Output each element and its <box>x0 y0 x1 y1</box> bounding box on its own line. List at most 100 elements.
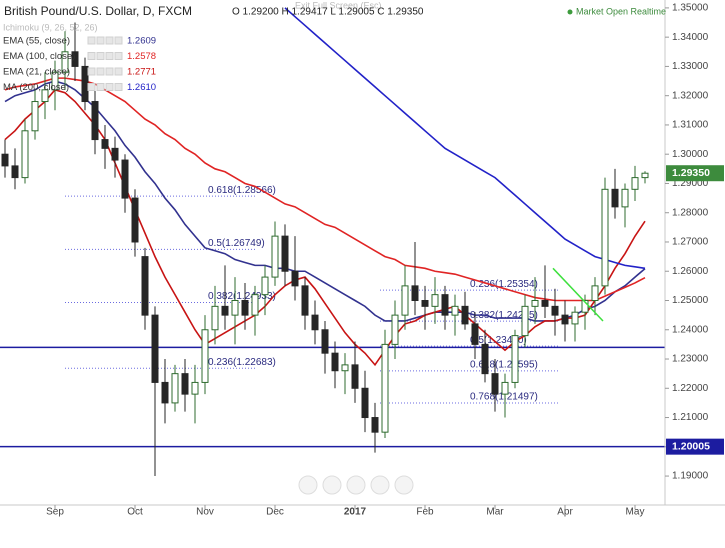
candle-body <box>61 51 69 73</box>
y-tick-label: 1.25000 <box>672 295 709 306</box>
candle-body <box>481 343 489 375</box>
y-tick-label: 1.34000 <box>672 32 709 43</box>
candle-body <box>441 294 449 316</box>
y-tick-label: 1.35000 <box>672 3 709 14</box>
candle-body <box>461 305 469 325</box>
candle-body <box>411 285 419 301</box>
overlay: Exit Full Screen (Esc) British Pound/U.S… <box>3 0 666 495</box>
candle-body <box>431 294 439 307</box>
zoom-in-button[interactable] <box>370 475 390 495</box>
fib-level-label: 0.236(1.25354) <box>470 279 538 290</box>
candle-body <box>291 270 299 287</box>
candle-body <box>31 101 39 132</box>
legend-name: MA (200, close) <box>3 82 69 93</box>
zoom-controls <box>298 475 414 495</box>
reset-button[interactable] <box>346 475 366 495</box>
candle-body <box>231 299 239 316</box>
candle-body <box>281 235 289 272</box>
legend-icon <box>114 83 123 91</box>
candle-body <box>531 299 539 307</box>
candle-body <box>381 343 389 433</box>
zoom-out-button[interactable] <box>298 475 318 495</box>
legend-name: EMA (21, close) <box>3 67 70 78</box>
horizontal-line-label: 1.20005 <box>672 440 710 452</box>
legend-icon <box>96 67 105 76</box>
candle-body <box>341 364 349 372</box>
candle-body <box>511 335 519 383</box>
trendline <box>552 267 604 322</box>
legend-icon <box>105 83 114 91</box>
legend: EMA (55, close) 1.2609 EMA (100, close) 1.2… <box>3 36 156 94</box>
candle-body <box>581 299 589 313</box>
candle-body <box>271 235 279 278</box>
legend-value: 1.2610 <box>127 82 156 93</box>
candle-body <box>221 305 229 316</box>
ohlc-readout: O 1.29200 H 1.29417 L 1.29005 C 1.29350 <box>232 7 424 18</box>
indicator-line <box>4 80 646 322</box>
y-tick-label: 1.27000 <box>672 237 709 248</box>
legend-name: EMA (100, close) <box>3 51 75 62</box>
fib-level-label: 0.5(1.23440) <box>470 335 527 346</box>
candle-body <box>641 172 649 179</box>
candle-body <box>611 188 619 208</box>
candle-body <box>301 285 309 316</box>
candle-body <box>601 188 609 287</box>
candle-body <box>391 314 399 345</box>
candle-body <box>311 314 319 331</box>
candle-body <box>171 373 179 404</box>
candle-body <box>521 305 529 337</box>
legend-value: 1.2578 <box>127 51 156 62</box>
x-tick-label: Mar <box>486 507 504 518</box>
x-tick-label: 2017 <box>344 507 367 518</box>
candle-body <box>141 256 149 316</box>
legend-icon <box>105 67 114 76</box>
candle-body <box>41 89 49 103</box>
y-tick-label: 1.28000 <box>672 207 709 218</box>
candle-body <box>571 311 579 325</box>
x-tick-label: May <box>626 507 645 518</box>
candle-body <box>451 305 459 316</box>
candle-body <box>251 294 259 316</box>
legend-value: 1.2609 <box>127 36 156 47</box>
fib-level-label: 0.618(1.22595) <box>470 360 538 371</box>
candle-body <box>321 329 329 354</box>
legend-icon <box>114 36 123 45</box>
legend-icon <box>114 67 123 76</box>
candle-body <box>401 285 409 316</box>
candle-body <box>11 165 19 179</box>
candle-body <box>501 381 509 395</box>
legend-value: 1.2771 <box>127 67 156 78</box>
x-tick-label: Oct <box>127 507 143 518</box>
indicator-line <box>284 7 646 270</box>
candle-body <box>491 373 499 395</box>
exit-full-screen[interactable]: Exit Full Screen (Esc) <box>295 0 382 10</box>
candle-body <box>91 101 99 141</box>
legend-icon <box>87 36 96 45</box>
x-tick-label: Feb <box>416 507 434 518</box>
candle-body <box>591 285 599 301</box>
candle-body <box>331 352 339 372</box>
last-price-label: 1.29350 <box>672 167 710 179</box>
status-dot <box>567 9 573 15</box>
ichimoku-legend: Ichimoku (9, 26, 52, 26) <box>3 22 98 32</box>
y-tick-label: 1.29000 <box>672 178 709 189</box>
x-tick-label: Sep <box>46 507 64 518</box>
y-tick-label: 1.30000 <box>672 149 709 160</box>
candle-body <box>551 305 559 316</box>
y-tick-label: 1.31000 <box>672 120 709 131</box>
legend-icon <box>96 83 105 91</box>
scroll-right-button[interactable] <box>394 475 414 495</box>
candle-body <box>161 381 169 404</box>
candle-body <box>541 299 549 307</box>
scroll-left-button[interactable] <box>322 475 342 495</box>
market-status: Market Open Realtime <box>576 6 666 16</box>
candle-body <box>421 299 429 307</box>
legend-icon <box>87 67 96 76</box>
y-tick-label: 1.21000 <box>672 412 709 423</box>
candle-body <box>21 130 29 179</box>
fib-level-label: 0.382(1.24295) <box>470 310 538 321</box>
fib-level-label: 0.618(1.28566) <box>208 185 276 196</box>
fib-level-label: 0.236(1.22683) <box>208 357 276 368</box>
